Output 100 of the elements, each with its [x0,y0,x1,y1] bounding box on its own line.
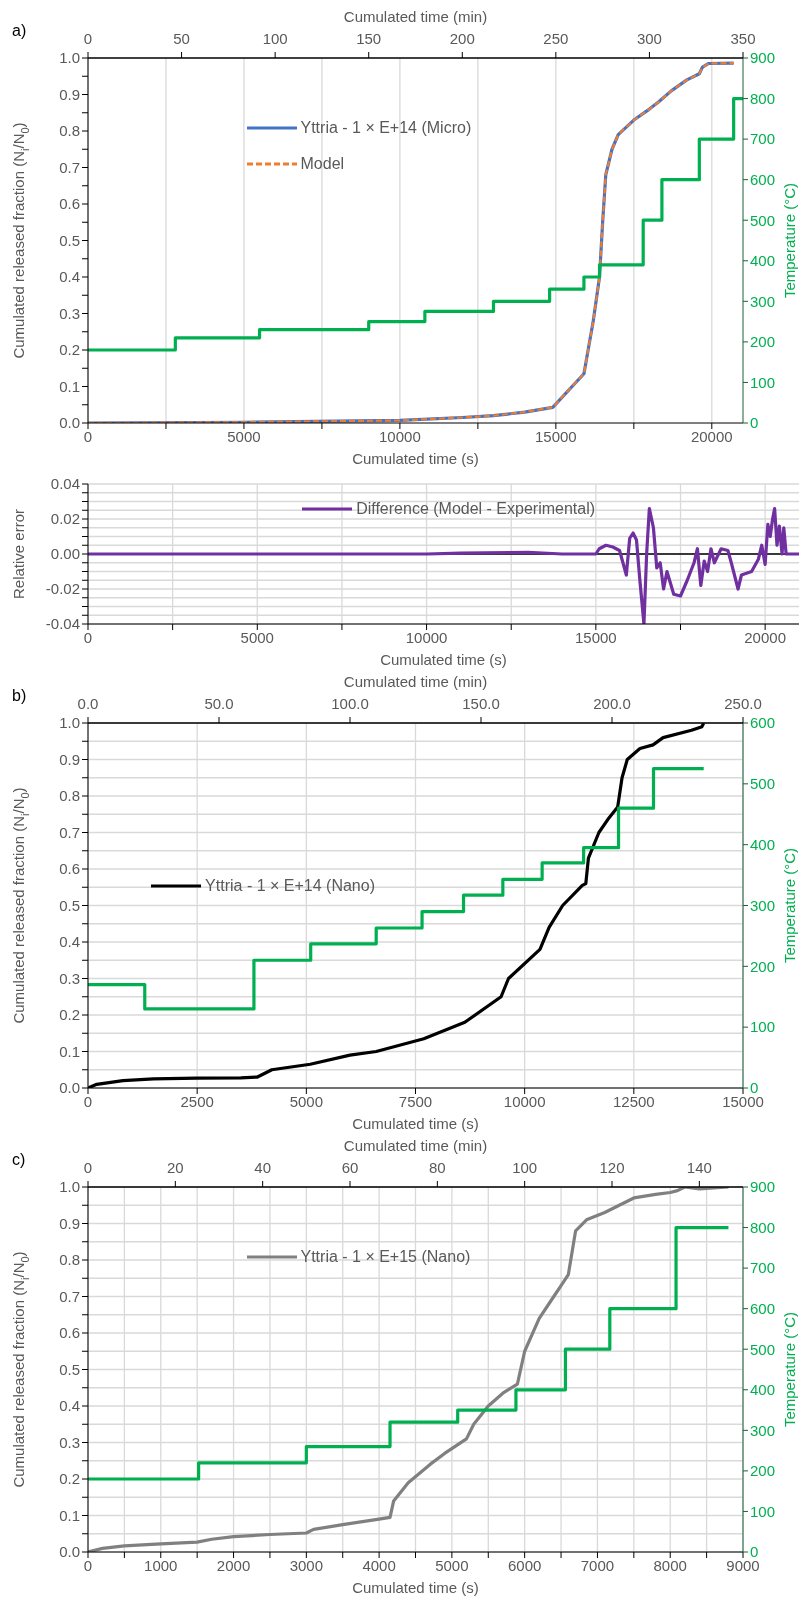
x2-tick-label: 80 [428,1159,446,1176]
x-axis-title: Cumulated time (s) [352,1578,479,1596]
x-tick-label: 8000 [653,1556,687,1574]
x2-tick-label: 300 [636,30,662,47]
x-tick-label: 5000 [240,628,274,646]
x2-axis-title: Cumulated time (min) [343,1136,488,1154]
x2-axis-title: Cumulated time (min) [343,672,488,690]
y-tick-label: 0.3 [59,304,80,322]
x-tick-label: 1000 [144,1556,178,1574]
x-tick-label: 20000 [690,427,733,445]
y2-tick-label: 400 [750,1381,776,1399]
y2-axis-title: Temperature (°C) [780,1311,798,1428]
x2-tick-label: 150.0 [462,695,500,712]
x-tick-label: 5000 [227,427,261,445]
legend-label: Yttria - 1 × E+14 (Micro) [300,119,472,138]
y-tick-label: 0.8 [59,1251,80,1269]
y-tick-label: 0.5 [59,231,80,249]
legend-label: Model [300,155,345,174]
y-tick-label: 0.5 [59,896,80,914]
y2-tick-label: 200 [750,1462,776,1480]
y2-tick-label: 400 [750,252,776,270]
x-tick-label: 15000 [535,427,577,445]
y-tick-label: 0.0 [59,1543,80,1561]
y-tick-label: 0.4 [59,933,80,951]
y2-tick-label: 800 [750,1218,776,1236]
y-tick-label: 0.7 [59,158,80,176]
y-tick-label: 0.3 [59,969,80,987]
x2-tick-label: 100 [262,30,288,47]
y-tick-label: 1.0 [59,49,80,67]
y2-tick-label: 200 [750,333,776,351]
x2-tick-label: 100.0 [331,695,369,712]
y-tick-label: 0.8 [59,122,80,140]
x-tick-label: 7500 [398,1092,433,1110]
x2-tick-label: 140 [686,1159,712,1176]
y-tick-label: 0.6 [59,860,80,878]
y-tick-label: 0.7 [59,1287,80,1305]
y-tick-label: 0.04 [50,475,80,493]
y2-tick-label: 900 [750,1178,776,1196]
y2-tick-label: 200 [750,957,776,975]
y2-tick-label: 100 [750,1018,776,1036]
x-tick-label: 10000 [405,628,448,646]
y2-tick-label: 900 [750,49,776,67]
x-tick-label: 2500 [180,1092,214,1110]
x-tick-label: 0 [83,1092,93,1110]
y-axis-title: Relative error [9,508,27,600]
x2-tick-label: 40 [254,1159,272,1176]
y2-tick-label: 300 [750,292,776,310]
x-axis-title: Cumulated time (s) [352,449,479,467]
y2-axis-title: Temperature (°C) [780,182,798,299]
y2-tick-label: 600 [750,1299,776,1317]
y-tick-label: -0.02 [45,580,80,598]
y2-tick-label: 500 [750,1340,776,1358]
y2-axis-title: Temperature (°C) [780,847,798,964]
x-axis-title: Cumulated time (s) [352,1114,479,1132]
y2-tick-label: 500 [750,211,776,229]
y2-tick-label: 500 [750,775,776,793]
x-tick-label: 7000 [580,1556,615,1574]
y-tick-label: -0.04 [45,615,80,633]
legend-label: Yttria - 1 × E+14 (Nano) [205,877,375,896]
y-tick-label: 0.8 [59,787,80,805]
x2-tick-label: 50.0 [204,695,234,712]
x2-tick-label: 50 [173,30,190,47]
x-tick-label: 3000 [289,1556,324,1574]
x2-tick-label: 250.0 [724,695,762,712]
y2-tick-label: 300 [750,1421,776,1439]
x2-tick-label: 200 [449,30,475,47]
x-tick-label: 20000 [744,628,786,646]
y2-tick-label: 800 [750,89,776,107]
y2-tick-label: 0 [750,414,759,432]
y-tick-label: 0.7 [59,823,80,841]
x-tick-label: 0 [83,1556,93,1574]
x-tick-label: 0 [83,427,93,445]
x-tick-label: 5000 [435,1556,469,1574]
chart-title: c) [12,1151,26,1169]
x2-tick-label: 20 [166,1159,184,1176]
x2-tick-label: 0.0 [77,695,99,712]
y-tick-label: 0.9 [59,85,80,103]
chart-title: a) [12,22,27,40]
y-tick-label: 0.2 [59,1470,80,1488]
y-tick-label: 0.0 [59,1079,80,1097]
legend-label: Yttria - 1 × E+15 (Nano) [300,1248,471,1267]
x2-axis-title: Cumulated time (min) [343,7,488,25]
y-tick-label: 0.1 [59,1506,80,1524]
x2-tick-label: 120 [599,1159,625,1176]
y2-tick-label: 100 [750,1502,776,1520]
x-tick-label: 6000 [507,1556,542,1574]
x2-tick-label: 100 [512,1159,538,1176]
y-tick-label: 0.02 [50,510,80,528]
x2-tick-label: 60 [341,1159,359,1176]
y-tick-label: 0.5 [59,1360,80,1378]
x2-tick-label: 250 [543,30,569,47]
y-tick-label: 0.2 [59,1006,80,1024]
chart-title: b) [12,687,27,705]
y-tick-label: 0.2 [59,341,80,359]
y-tick-label: 0.0 [59,414,80,432]
y-tick-label: 0.4 [59,268,80,286]
x-tick-label: 2000 [216,1556,251,1574]
y2-tick-label: 300 [750,896,776,914]
y-tick-label: 1.0 [59,1178,80,1196]
x-tick-label: 10000 [379,427,421,445]
